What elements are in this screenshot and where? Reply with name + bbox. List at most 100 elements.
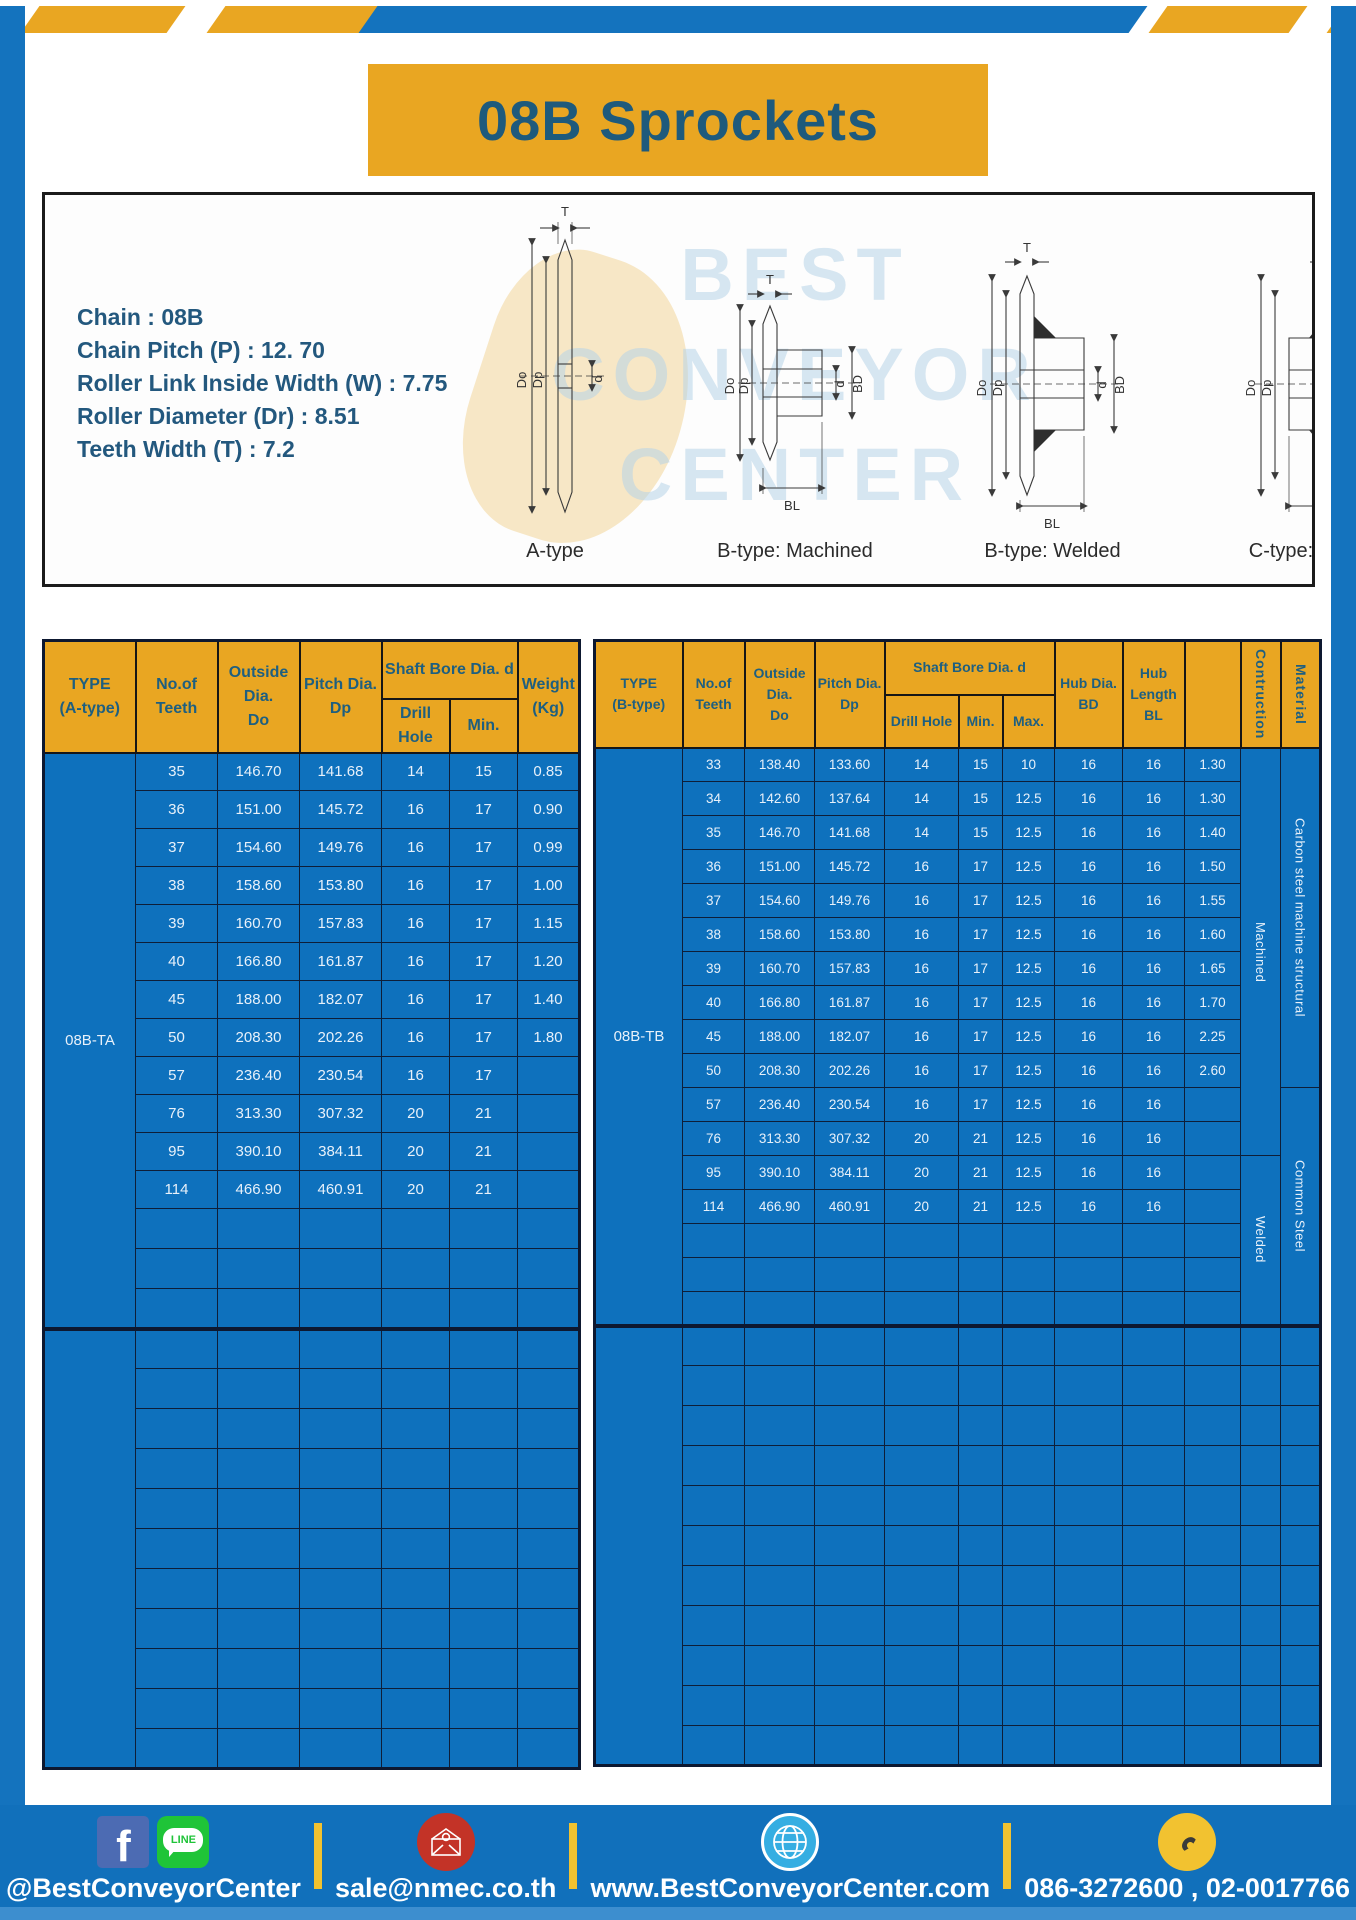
empty-cell [449, 1648, 518, 1689]
empty-cell [217, 1368, 300, 1409]
empty-cell [449, 1368, 518, 1409]
empty-cell [884, 1323, 959, 1366]
empty-cell [1054, 1485, 1124, 1526]
empty-cell [217, 1408, 300, 1449]
data-cell: 33 [682, 747, 745, 782]
empty-cell [1280, 1565, 1322, 1606]
span-cell: Welded [1240, 1155, 1282, 1326]
data-cell: 146.70 [744, 815, 815, 850]
empty-cell [1001, 1645, 1056, 1686]
data-cell: 17 [958, 917, 1003, 952]
data-cell: 16 [381, 942, 450, 981]
data-cell: 188.00 [217, 980, 300, 1019]
email-link[interactable]: sale@nmec.co.th [335, 1873, 557, 1903]
empty-row [595, 1257, 1321, 1292]
svg-text:d: d [1094, 381, 1109, 388]
website-link[interactable]: www.BestConveyorCenter.com [590, 1873, 991, 1903]
data-cell: 16 [1122, 1155, 1186, 1190]
empty-cell [682, 1725, 745, 1766]
empty-cell [1122, 1257, 1186, 1292]
empty-cell [814, 1645, 885, 1686]
empty-cell [135, 1408, 218, 1449]
svg-text:T: T [766, 272, 774, 287]
empty-cell [299, 1248, 382, 1289]
empty-cell [682, 1291, 745, 1326]
span-cell: Common Steel [1280, 1087, 1322, 1326]
watermark-line: CENTER [618, 432, 972, 516]
data-cell: 182.07 [814, 1019, 885, 1054]
empty-cell [517, 1326, 580, 1369]
table-row: 50 208.30 202.26 16 17 12.5 16 16 2.60 [595, 1053, 1321, 1088]
header-pitch-dia: Pitch Dia. Dp [298, 639, 383, 754]
social-handle-link[interactable]: @BestConveyorCenter [6, 1873, 301, 1903]
right-border [1331, 6, 1356, 1920]
watermark: BEST CONVEYOR CENTER [515, 225, 1075, 525]
empty-cell [1240, 1405, 1282, 1446]
data-cell: 40 [682, 985, 745, 1020]
data-cell: 138.40 [744, 747, 815, 782]
empty-cell [958, 1605, 1003, 1646]
empty-cell [958, 1223, 1003, 1258]
empty-cell [1280, 1525, 1322, 1566]
empty-cell [449, 1688, 518, 1729]
data-cell: 466.90 [217, 1170, 300, 1209]
phone-numbers-link[interactable]: 086-3272600 , 02-0017766 [1024, 1873, 1350, 1903]
type-cell: 08B-TA [43, 752, 136, 1329]
empty-row [44, 1448, 580, 1489]
empty-row [44, 1408, 580, 1449]
empty-cell [217, 1608, 300, 1649]
data-cell: 208.30 [744, 1053, 815, 1088]
data-cell: 17 [449, 1056, 518, 1095]
empty-row [595, 1405, 1322, 1446]
data-cell: 16 [381, 1056, 450, 1095]
empty-cell [1240, 1605, 1282, 1646]
data-cell: 17 [449, 980, 518, 1019]
data-cell: 1.65 [1184, 951, 1242, 986]
empty-cell [958, 1685, 1003, 1726]
empty-row [595, 1365, 1322, 1406]
empty-cell [135, 1688, 218, 1729]
data-cell: 16 [1054, 1019, 1124, 1054]
empty-cell [884, 1445, 959, 1486]
header-drill-hole: Drill Hole [883, 693, 960, 749]
empty-cell [958, 1323, 1003, 1366]
table-row: 76 313.30 307.32 20 21 12.5 16 16 [595, 1121, 1321, 1156]
type-cell-empty [594, 1323, 683, 1766]
empty-cell [299, 1208, 382, 1249]
empty-row [595, 1605, 1322, 1646]
data-cell: 36 [682, 849, 745, 884]
empty-cell [682, 1323, 745, 1366]
spec-line-teeth: Teeth Width (T) : 7.2 [77, 436, 295, 462]
table-row: 08B-TA 35 146.70 141.68 14 15 0.85 [43, 752, 580, 1329]
data-cell: 21 [449, 1132, 518, 1171]
top-yellow-stripe [20, 6, 186, 33]
empty-cell [1001, 1405, 1056, 1446]
data-cell: 16 [381, 828, 450, 867]
data-cell: 460.91 [814, 1189, 885, 1224]
empty-cell [1122, 1323, 1186, 1366]
data-cell [1184, 1087, 1242, 1122]
data-cell: 157.83 [299, 904, 382, 943]
data-cell: 16 [1054, 815, 1124, 850]
empty-cell [217, 1648, 300, 1689]
empty-cell [744, 1605, 815, 1646]
empty-cell [217, 1448, 300, 1489]
data-cell: 21 [449, 1170, 518, 1209]
empty-cell [884, 1365, 959, 1406]
data-cell: 1.50 [1184, 849, 1242, 884]
empty-cell [1184, 1257, 1242, 1292]
table-row: 40 166.80 161.87 16 17 12.5 16 16 1.70 [595, 985, 1321, 1020]
empty-cell [744, 1485, 815, 1526]
empty-cell [1122, 1223, 1186, 1258]
data-cell: 14 [884, 747, 959, 782]
data-cell: 17 [449, 1018, 518, 1057]
table-row: 35 146.70 141.68 14 15 12.5 16 16 1.40 [595, 815, 1321, 850]
empty-cell [682, 1645, 745, 1686]
watermark-line: CONVEYOR [551, 332, 1039, 416]
data-cell: 2.25 [1184, 1019, 1242, 1054]
empty-cell [814, 1525, 885, 1566]
empty-cell [1122, 1525, 1186, 1566]
empty-cell [381, 1568, 450, 1609]
data-cell: 45 [135, 980, 218, 1019]
figure-label: B-type: Machined [717, 540, 873, 562]
